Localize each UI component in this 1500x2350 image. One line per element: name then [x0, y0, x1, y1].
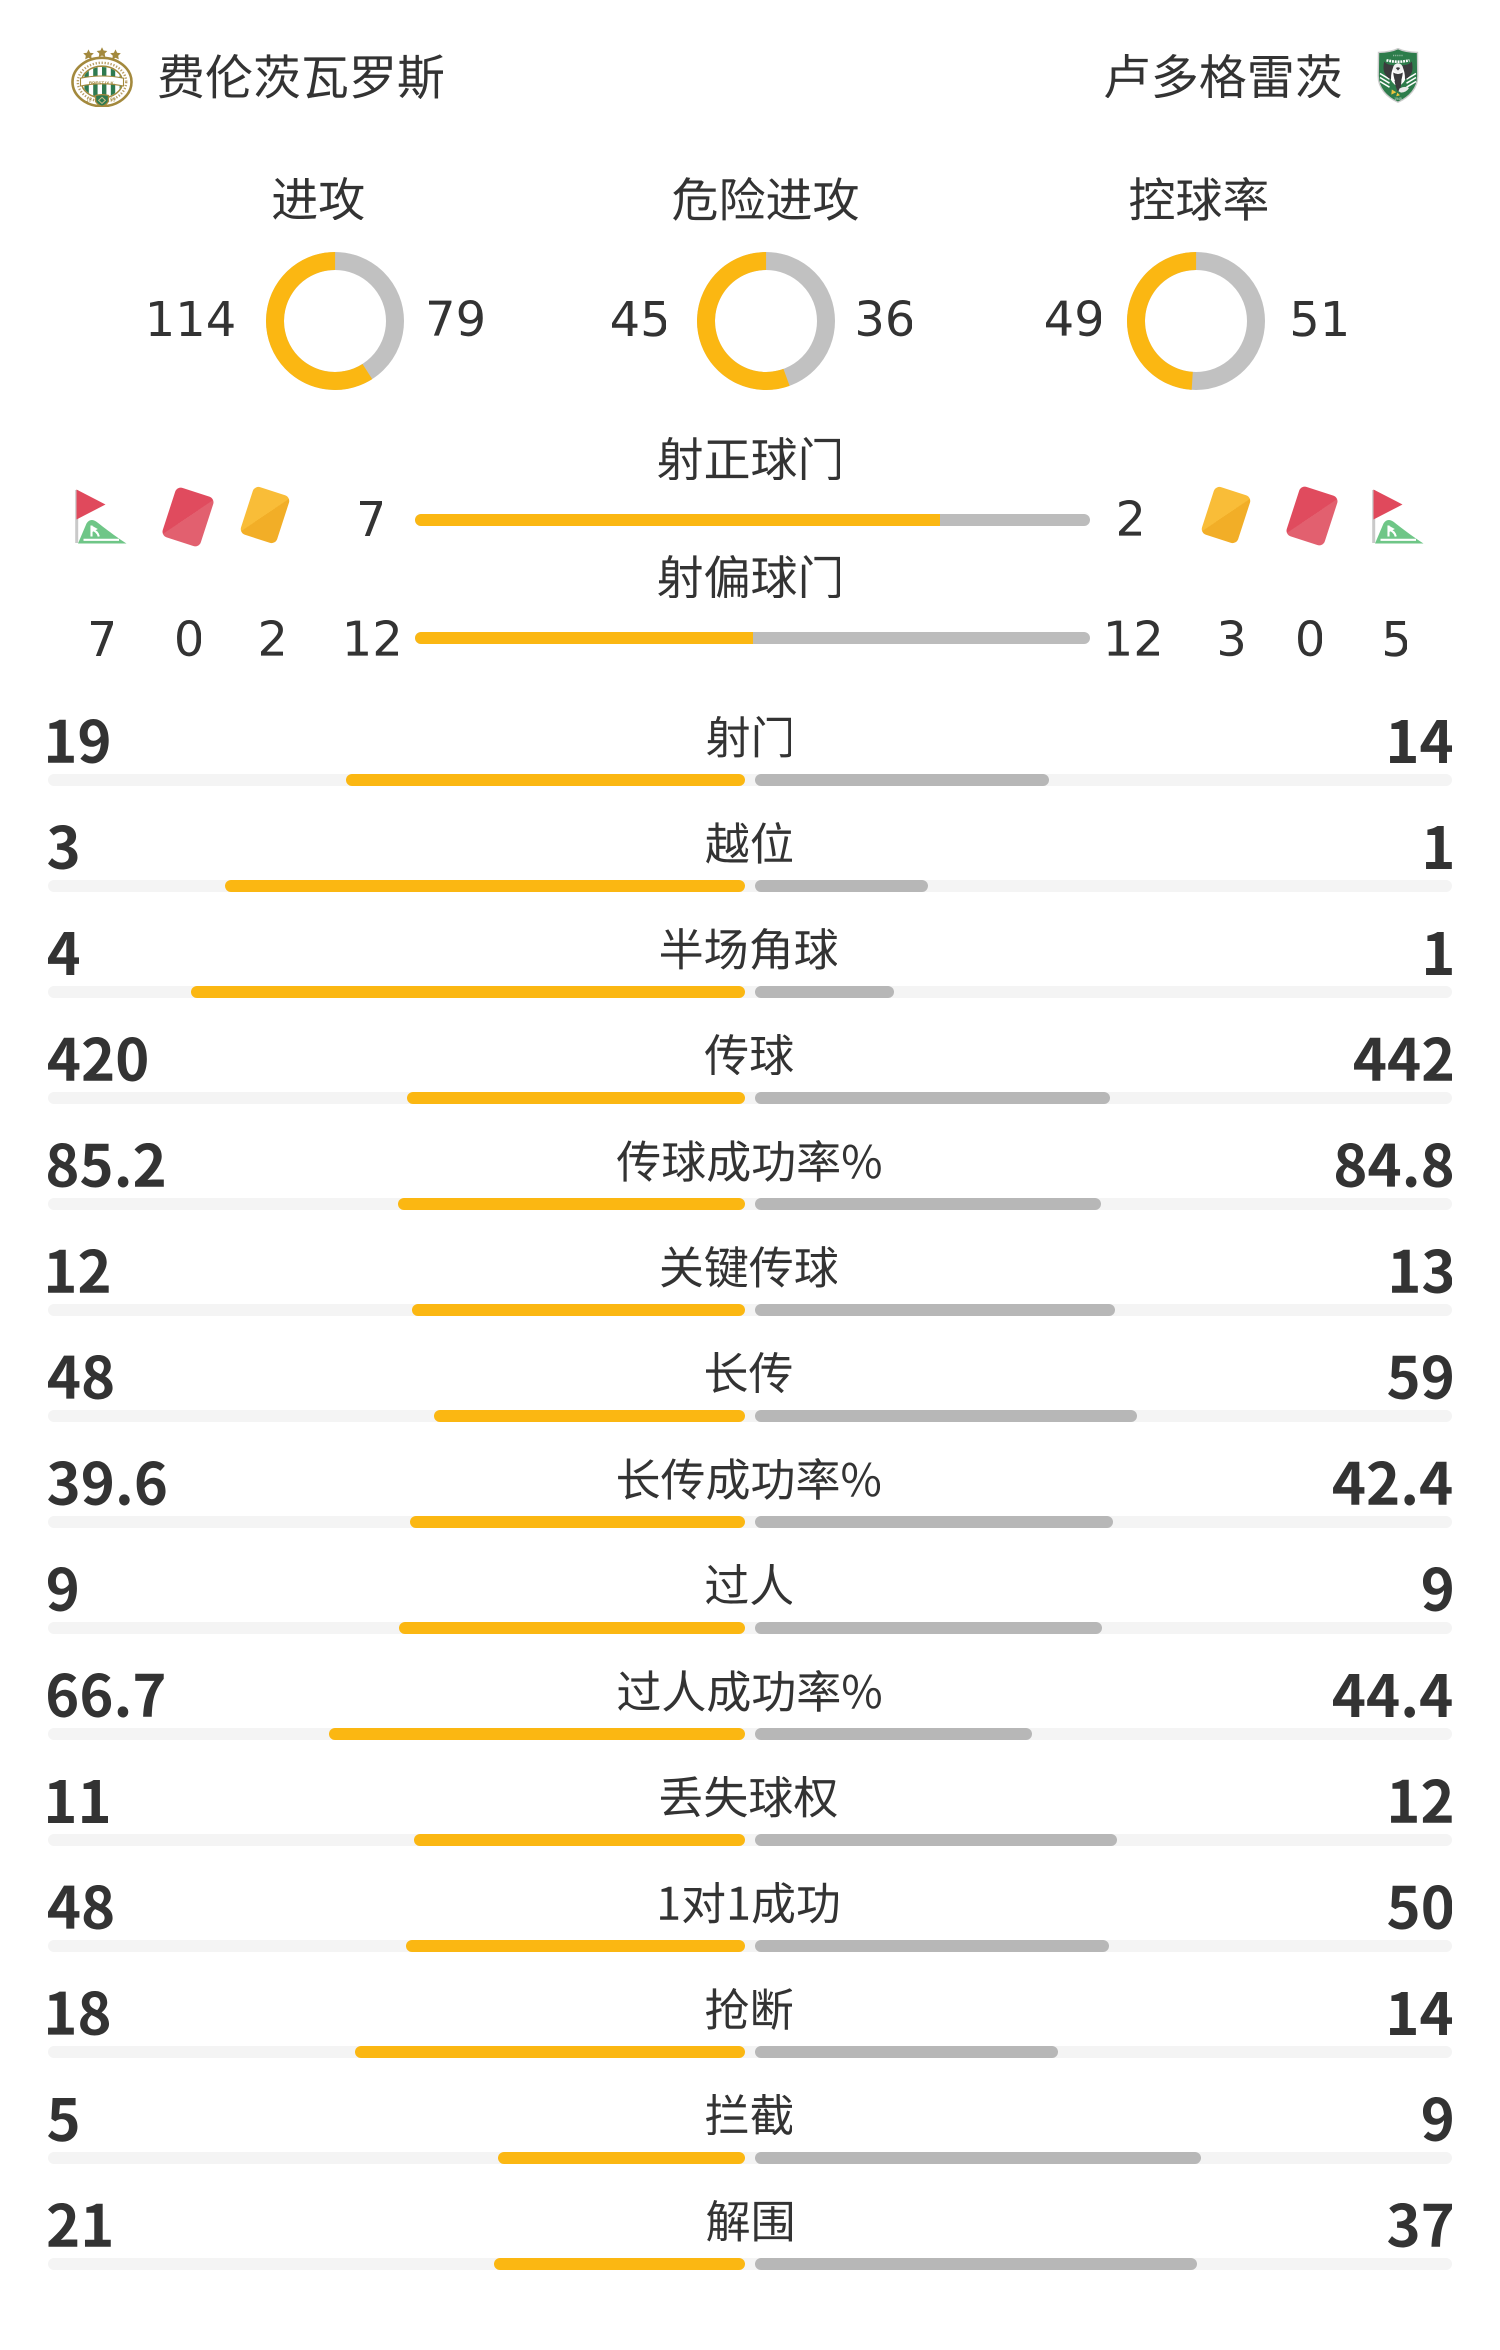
- svg-text:99: 99: [110, 98, 116, 104]
- svg-text:1945: 1945: [1394, 97, 1402, 101]
- svg-text:BPEST.IX.K.: BPEST.IX.K.: [89, 81, 115, 86]
- svg-text:18: 18: [86, 98, 92, 104]
